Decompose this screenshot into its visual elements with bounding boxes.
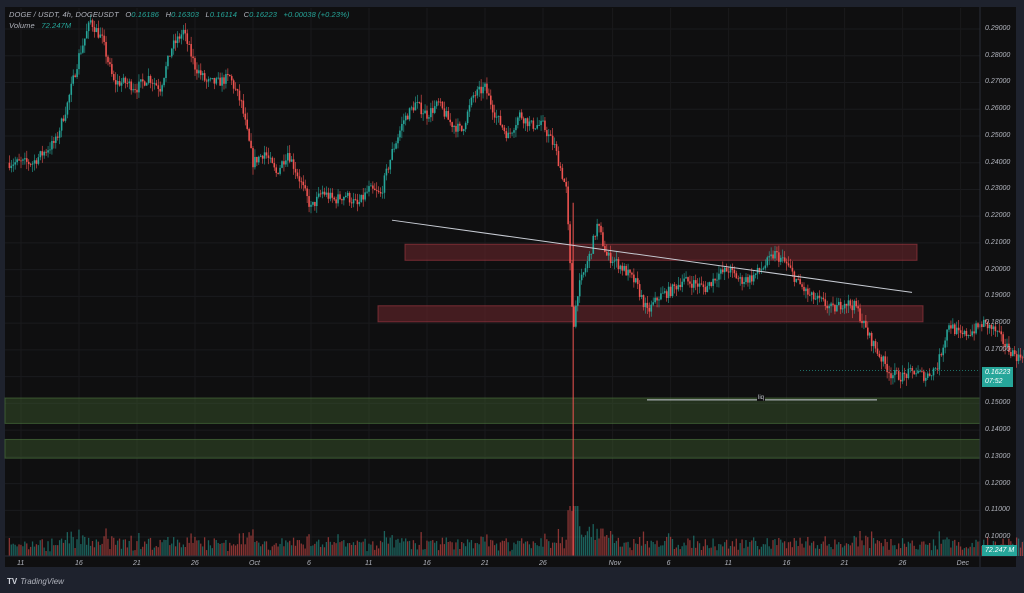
close-value: 0.16223 [249, 10, 277, 19]
price-tick: 0.28000 [985, 51, 1011, 59]
liq-label: liq [757, 395, 766, 401]
tv-logo-icon: TV [7, 577, 18, 586]
change-value: +0.00038 (+0.23%) [283, 10, 350, 19]
time-tick: 21 [133, 560, 141, 567]
chart-legend: DOGE / USDT, 4h, DOGEUSDT O0.16186 H0.16… [9, 9, 349, 31]
price-tick: 0.26000 [985, 105, 1011, 113]
time-tick: 16 [423, 560, 431, 567]
low-value: 0.16114 [209, 10, 238, 19]
volume-value: 72.247M [41, 21, 72, 30]
price-tick: 0.22000 [985, 212, 1011, 220]
time-tick: Nov [608, 560, 622, 567]
time-tick: 26 [191, 560, 199, 567]
price-tick: 0.12000 [985, 479, 1011, 487]
price-tick: 0.29000 [985, 25, 1011, 32]
last-price-tag: 0.16223 07:52 [982, 367, 1014, 387]
open-value: 0.16186 [131, 10, 160, 19]
price-tick: 0.17000 [985, 345, 1011, 353]
ohlc-row: DOGE / USDT, 4h, DOGEUSDT O0.16186 H0.16… [9, 10, 350, 19]
price-tick: 0.24000 [985, 158, 1011, 166]
time-tick: 26 [898, 560, 907, 567]
time-tick: 11 [365, 560, 373, 567]
price-tick: 0.23000 [985, 185, 1011, 193]
price-tick: 0.13000 [985, 452, 1011, 460]
brand-name: TradingView [20, 577, 64, 586]
time-tick: 16 [75, 560, 83, 567]
time-tick: 16 [782, 560, 791, 567]
time-tick: Oct [249, 560, 260, 567]
price-tick: 0.25000 [985, 131, 1011, 139]
volume-label[interactable]: Volume [9, 21, 35, 30]
last-price: 0.16223 [985, 369, 1011, 376]
chart-frame[interactable] [5, 7, 1016, 567]
volume-tag: 72.247 M [982, 545, 1018, 556]
price-tick: 0.18000 [985, 319, 1011, 327]
time-tick: 26 [539, 560, 547, 567]
price-tick: 0.11000 [985, 506, 1010, 514]
price-tick: 0.21000 [985, 238, 1011, 246]
price-tick: 0.14000 [985, 426, 1011, 434]
price-tick: 0.27000 [985, 78, 1011, 86]
time-tick: 11 [724, 560, 732, 567]
price-tick: 0.19000 [985, 292, 1011, 300]
high-value: 0.16303 [171, 10, 199, 19]
symbol-label[interactable]: DOGE / USDT, 4h, DOGEUSDT [9, 10, 119, 19]
price-tick: 0.10000 [985, 533, 1011, 541]
time-tick: 6 [307, 560, 311, 567]
tradingview-logo[interactable]: TV TradingView [7, 577, 64, 586]
time-tick: 11 [17, 560, 25, 567]
price-tick: 0.20000 [985, 265, 1011, 273]
bar-countdown: 07:52 [985, 378, 1003, 385]
time-tick: 21 [840, 560, 849, 567]
time-tick: 6 [666, 560, 671, 567]
price-tick: 0.15000 [985, 399, 1011, 407]
time-tick: 21 [481, 560, 489, 567]
time-tick: Dec [956, 560, 970, 567]
volume-row: Volume 72.247M [9, 20, 349, 31]
